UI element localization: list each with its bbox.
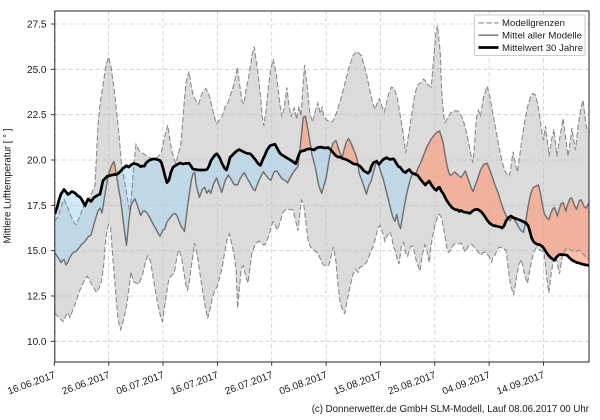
svg-text:17.5: 17.5	[27, 201, 47, 212]
svg-text:(c) Donnerwetter.de GmbH SLM-M: (c) Donnerwetter.de GmbH SLM-Modell, Lau…	[312, 404, 590, 415]
svg-text:Mittlere Lufttemperatur [ ° ]: Mittlere Lufttemperatur [ ° ]	[3, 129, 14, 244]
svg-text:Mittel aller Modelle: Mittel aller Modelle	[502, 31, 582, 42]
svg-text:Modellgrenzen: Modellgrenzen	[502, 18, 565, 29]
svg-text:15.0: 15.0	[27, 246, 47, 257]
svg-text:27.5: 27.5	[27, 20, 47, 31]
svg-text:12.5: 12.5	[27, 292, 47, 303]
svg-text:20.0: 20.0	[27, 156, 47, 167]
svg-text:10.0: 10.0	[27, 337, 47, 348]
svg-text:22.5: 22.5	[27, 110, 47, 121]
svg-text:25.0: 25.0	[27, 65, 47, 76]
svg-text:Mittelwert 30 Jahre: Mittelwert 30 Jahre	[502, 43, 583, 54]
